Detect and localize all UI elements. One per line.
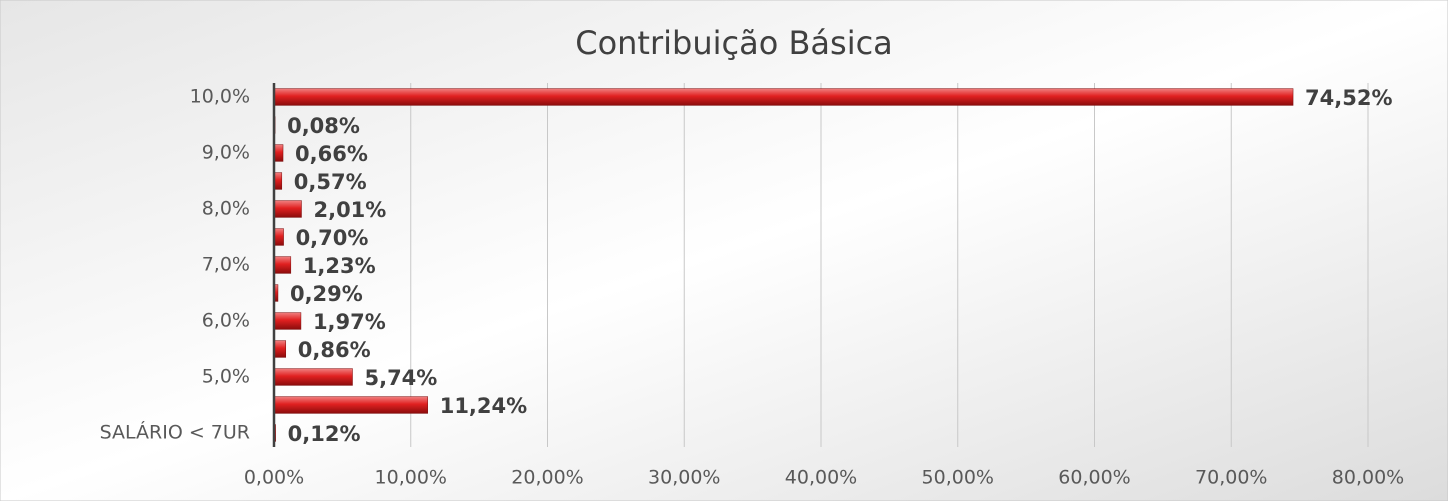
data-label: 1,23%	[303, 254, 376, 278]
bar	[273, 312, 302, 330]
data-label: 0,70%	[296, 226, 369, 250]
y-tick-label: SALÁRIO < 7UR	[100, 421, 250, 444]
data-label: 2,01%	[313, 198, 386, 222]
data-label: 0,12%	[288, 422, 361, 446]
data-label: 1,97%	[313, 310, 386, 334]
chart-title: Contribuição Básica	[575, 24, 893, 62]
y-tick-label: 9,0%	[202, 142, 250, 164]
y-tick-label: 5,0%	[202, 366, 250, 388]
x-tick-label: 30,00%	[648, 467, 720, 489]
bar	[273, 396, 428, 414]
data-label: 11,24%	[440, 394, 527, 418]
x-tick-label: 10,00%	[375, 467, 447, 489]
x-tick-label: 50,00%	[922, 467, 994, 489]
y-tick-label: 10,0%	[190, 86, 250, 108]
data-label: 5,74%	[364, 366, 437, 390]
bar	[273, 144, 284, 162]
x-tick-label: 40,00%	[785, 467, 857, 489]
data-label: 0,86%	[298, 338, 371, 362]
x-tick-label: 80,00%	[1332, 467, 1404, 489]
x-tick-label: 20,00%	[511, 467, 583, 489]
bar	[273, 228, 284, 246]
data-label: 0,57%	[294, 170, 367, 194]
data-label: 0,66%	[295, 142, 368, 166]
y-tick-label: 8,0%	[202, 198, 250, 220]
bar	[273, 88, 1294, 106]
x-tick-label: 0,00%	[244, 467, 304, 489]
bar	[273, 340, 287, 358]
data-label: 0,08%	[287, 114, 360, 138]
y-tick-label: 7,0%	[202, 254, 250, 276]
bar	[273, 368, 353, 386]
y-tick-label: 6,0%	[202, 310, 250, 332]
x-tick-label: 60,00%	[1058, 467, 1130, 489]
x-tick-label: 70,00%	[1195, 467, 1267, 489]
bar	[273, 256, 292, 274]
data-label: 0,29%	[290, 282, 363, 306]
data-label: 74,52%	[1305, 86, 1392, 110]
bar	[273, 200, 302, 218]
